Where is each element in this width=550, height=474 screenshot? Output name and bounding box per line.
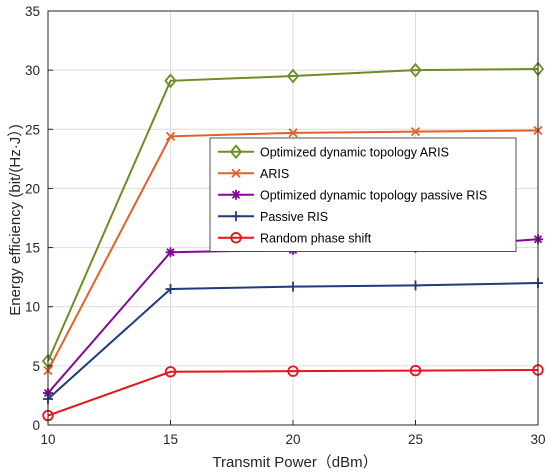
legend-marker [231, 168, 241, 178]
legend-item: Optimized dynamic topology passive RIS [218, 188, 487, 202]
x-tick-label: 20 [285, 432, 300, 447]
data-point [165, 247, 176, 258]
y-tick-label: 5 [32, 359, 40, 374]
y-tick-label: 35 [25, 4, 40, 19]
legend-item: Optimized dynamic topology ARIS [218, 144, 449, 160]
y-tick-label: 20 [25, 181, 40, 196]
series-3 [43, 278, 543, 404]
legend-label: Optimized dynamic topology passive RIS [260, 188, 487, 202]
x-tick-label: 30 [530, 432, 545, 447]
y-tick-label: 10 [25, 300, 40, 315]
data-point [410, 280, 421, 291]
axis-ticks: 10 15 20 25 30 0 5 10 15 20 25 30 35 [25, 4, 546, 447]
legend-label: Random phase shift [260, 231, 372, 245]
legend-marker [229, 144, 243, 160]
data-point [288, 281, 298, 292]
y-tick-label: 0 [32, 418, 40, 433]
data-point [286, 68, 300, 84]
data-point [164, 73, 177, 89]
x-axis-title: Transmit Power（dBm） [212, 454, 377, 471]
legend-label: ARIS [260, 167, 289, 181]
series-0 [41, 61, 545, 369]
legend-item: Passive RIS [218, 210, 328, 224]
legend-item: Random phase shift [218, 231, 372, 245]
legend-box [209, 137, 517, 252]
x-tick-label: 10 [40, 432, 55, 447]
x-tick-label: 15 [163, 432, 178, 447]
data-point [409, 62, 422, 78]
data-point [165, 131, 176, 142]
y-tick-label: 25 [25, 122, 40, 137]
data-point [287, 365, 299, 377]
data-point [409, 364, 422, 377]
legend-marker [230, 232, 242, 244]
x-tick-label: 25 [408, 432, 423, 447]
data-point [164, 366, 177, 378]
series-1 [43, 125, 543, 376]
legend-item: ARIS [218, 167, 289, 181]
y-tick-label: 15 [25, 241, 40, 256]
series-line [47, 368, 539, 417]
series-line [47, 67, 539, 362]
legend-label: Optimized dynamic topology ARIS [260, 145, 449, 159]
y-tick-label: 30 [25, 63, 40, 78]
data-point [410, 127, 421, 137]
legend-label: Passive RIS [260, 210, 328, 224]
legend-marker [231, 211, 241, 222]
data-point [288, 128, 298, 138]
data-point [165, 283, 176, 294]
legend-marker [231, 189, 241, 200]
legend: Optimized dynamic topology ARIS ARIS Optim… [209, 137, 517, 252]
y-axis-title: Energy efficiency (bit/(Hz·J）) [7, 124, 24, 315]
